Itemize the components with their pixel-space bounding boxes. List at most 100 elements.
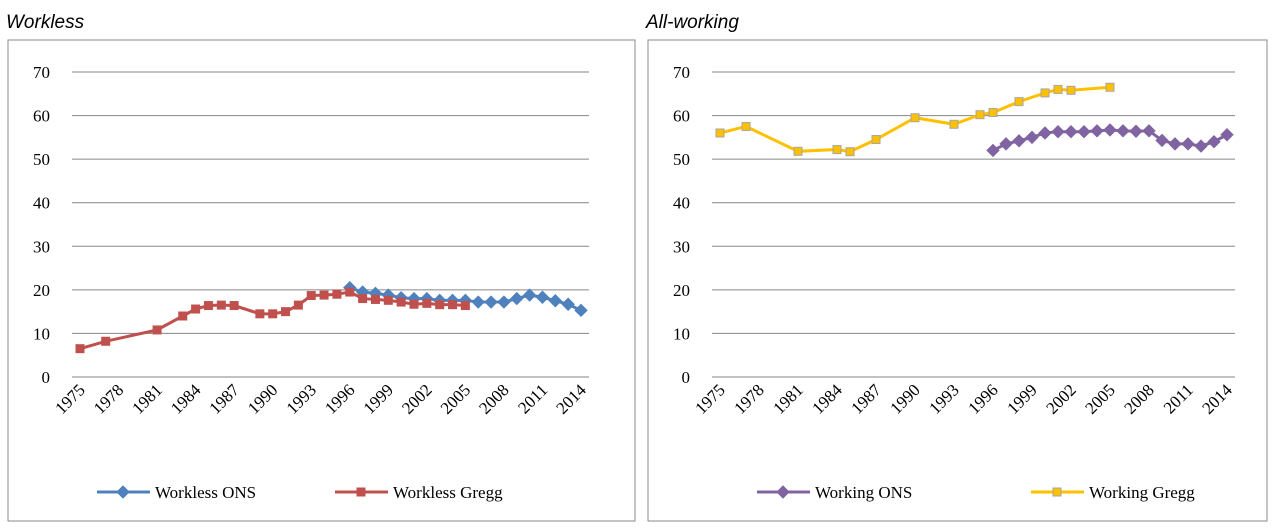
marker: [1155, 133, 1169, 148]
x-tick-label: 1978: [730, 380, 767, 417]
marker: [409, 299, 419, 309]
y-tick-label: 50: [673, 150, 690, 169]
marker: [949, 119, 959, 129]
y-tick-label: 0: [42, 368, 51, 387]
y-tick-label: 30: [33, 237, 50, 256]
marker: [152, 325, 162, 335]
chart-title: Workless: [6, 12, 85, 33]
x-tick-label: 1987: [847, 380, 885, 418]
marker: [1220, 128, 1234, 142]
marker: [988, 108, 998, 118]
marker: [1142, 124, 1156, 138]
legend-label: Workless Gregg: [393, 483, 503, 502]
x-tick-label: 2014: [1198, 380, 1236, 418]
marker: [1181, 137, 1195, 151]
marker: [191, 304, 201, 314]
x-tick-label: 2008: [1120, 380, 1157, 417]
x-tick-label: 1984: [167, 380, 205, 418]
y-tick-label: 70: [33, 63, 50, 82]
marker: [1066, 85, 1076, 95]
series-line: [79, 290, 466, 351]
y-tick-label: 70: [673, 63, 690, 82]
y-tick-label: 40: [673, 194, 690, 213]
marker: [715, 128, 725, 138]
y-tick-label: 60: [673, 107, 690, 126]
x-tick-label: 1999: [360, 380, 397, 417]
marker: [1053, 84, 1063, 94]
marker: [306, 291, 316, 301]
marker: [741, 121, 751, 131]
legend-marker: [1052, 487, 1062, 497]
marker: [1040, 88, 1050, 98]
marker: [510, 291, 524, 306]
marker: [910, 113, 920, 123]
legend-marker: [356, 487, 366, 497]
marker: [1116, 124, 1130, 138]
y-tick-label: 0: [682, 368, 691, 387]
x-tick-label: 2005: [1081, 380, 1118, 417]
x-tick-label: 1990: [244, 380, 281, 417]
legend-label: Working Gregg: [1089, 483, 1195, 502]
marker: [216, 300, 226, 310]
marker: [75, 344, 85, 354]
marker: [358, 294, 368, 304]
marker: [435, 300, 445, 310]
y-tick-label: 40: [33, 194, 50, 213]
x-tick-label: 1996: [321, 380, 358, 417]
marker: [178, 311, 188, 321]
x-tick-label: 1981: [769, 380, 806, 417]
marker: [535, 290, 550, 304]
x-tick-label: 2011: [1160, 380, 1197, 417]
marker: [471, 295, 485, 309]
marker: [497, 295, 511, 309]
marker: [999, 137, 1013, 151]
marker: [986, 143, 1000, 158]
x-tick-label: 2014: [552, 380, 590, 418]
marker: [1025, 130, 1039, 145]
marker: [1207, 135, 1221, 149]
marker: [319, 290, 329, 300]
y-tick-label: 20: [673, 281, 690, 300]
marker: [1194, 139, 1208, 153]
marker: [522, 288, 537, 302]
x-tick-label: 1981: [128, 380, 165, 417]
marker: [574, 303, 588, 318]
marker: [845, 147, 855, 157]
marker: [1012, 134, 1026, 148]
chart-frame: [7, 39, 636, 522]
marker: [1064, 124, 1078, 139]
legend-marker: [116, 485, 130, 499]
marker: [460, 301, 470, 311]
x-tick-label: 1975: [691, 380, 728, 417]
legend-marker: [776, 485, 790, 499]
marker: [1103, 123, 1117, 137]
y-tick-label: 30: [673, 237, 690, 256]
marker: [484, 295, 498, 309]
marker: [1051, 124, 1065, 139]
marker: [293, 300, 303, 310]
legend-label: Workless ONS: [155, 483, 256, 502]
x-tick-label: 2008: [475, 380, 512, 417]
marker: [370, 294, 380, 304]
y-tick-label: 20: [33, 281, 50, 300]
marker: [1090, 124, 1104, 138]
marker: [561, 297, 575, 311]
chart-title: All-working: [645, 12, 739, 33]
y-tick-label: 50: [33, 150, 50, 169]
marker: [448, 300, 458, 310]
marker: [203, 301, 213, 311]
marker: [832, 145, 842, 155]
x-tick-label: 1993: [283, 380, 320, 417]
x-tick-label: 2002: [1042, 380, 1079, 417]
marker: [383, 295, 393, 305]
x-tick-label: 2005: [437, 380, 474, 417]
marker: [229, 301, 239, 311]
marker: [345, 287, 355, 297]
marker: [1105, 82, 1115, 92]
marker: [332, 289, 342, 299]
marker: [396, 297, 406, 307]
x-tick-label: 1999: [1003, 380, 1040, 417]
chart-frame: [647, 39, 1268, 522]
marker: [281, 307, 291, 317]
